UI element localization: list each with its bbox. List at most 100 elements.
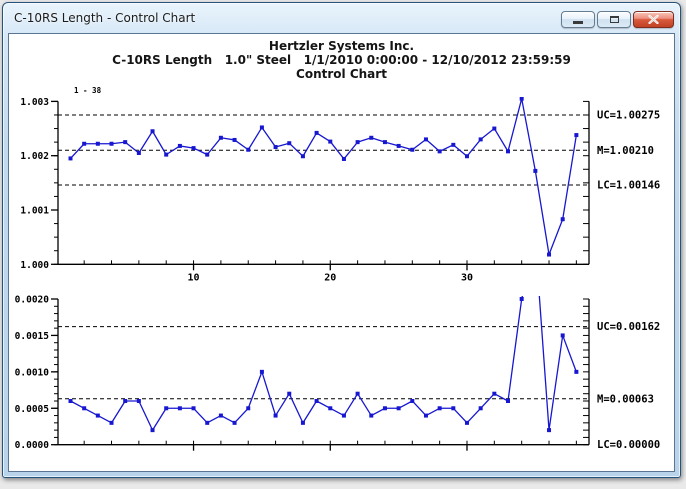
individuals-chart-point bbox=[451, 142, 456, 147]
company-name: Hertzler Systems Inc. bbox=[268, 39, 415, 53]
moving-range-chart-point bbox=[328, 406, 333, 411]
report-type: Control Chart bbox=[296, 67, 387, 81]
individuals-chart-point bbox=[464, 154, 469, 159]
moving-range-chart-point bbox=[423, 413, 428, 418]
individuals-chart-point bbox=[218, 135, 223, 140]
moving-range-chart-point bbox=[492, 391, 497, 396]
individuals-chart-point bbox=[82, 141, 87, 146]
individuals-chart-ytick-label: 1.002 bbox=[20, 151, 49, 162]
individuals-chart-axes bbox=[57, 101, 590, 265]
individuals-chart-limit-label-m: M=1.00210 bbox=[597, 145, 654, 157]
individuals-chart-point bbox=[177, 143, 182, 148]
moving-range-chart-point bbox=[177, 406, 182, 411]
moving-range-chart-series bbox=[68, 239, 579, 433]
individuals-chart-point bbox=[396, 143, 401, 148]
individuals-chart-point bbox=[300, 154, 305, 159]
moving-range-chart-point bbox=[123, 398, 128, 403]
moving-range-chart-limit-label-uc: UC=0.00162 bbox=[597, 321, 660, 333]
individuals-chart-limit-label-lc: LC=1.00146 bbox=[597, 180, 660, 192]
moving-range-chart-point bbox=[341, 413, 346, 418]
individuals-chart-point bbox=[328, 139, 333, 144]
individuals-chart-point bbox=[423, 137, 428, 142]
moving-range-chart-point bbox=[547, 428, 552, 433]
individuals-chart-xticks bbox=[83, 260, 577, 271]
individuals-chart-point bbox=[560, 217, 565, 222]
individuals-chart-point bbox=[437, 149, 442, 154]
individuals-chart-point bbox=[150, 129, 155, 134]
individuals-chart-point bbox=[519, 97, 524, 101]
moving-range-chart-point bbox=[560, 333, 565, 338]
chart-client-area: Hertzler Systems Inc. C-10RS Length 1.0"… bbox=[8, 33, 675, 472]
individuals-chart: 1.000 1.001 1.002 1.003 10 20 30 UC=1.00275 M=1.… bbox=[20, 86, 660, 283]
moving-range-chart-point bbox=[273, 413, 278, 418]
moving-range-chart-point bbox=[164, 406, 169, 411]
window-title: C-10RS Length - Control Chart bbox=[14, 11, 196, 25]
individuals-chart-yticks bbox=[51, 100, 589, 265]
chart-header: Hertzler Systems Inc. C-10RS Length 1.0"… bbox=[9, 39, 674, 81]
titlebar[interactable]: C-10RS Length - Control Chart bbox=[3, 3, 680, 33]
moving-range-chart-axes bbox=[57, 299, 590, 446]
moving-range-chart-line bbox=[70, 296, 577, 431]
moving-range-chart-point bbox=[287, 391, 292, 396]
moving-range-chart-point bbox=[68, 398, 73, 403]
individuals-chart-point bbox=[478, 137, 483, 142]
individuals-chart-point bbox=[369, 135, 374, 140]
individuals-chart-point bbox=[382, 140, 387, 145]
moving-range-chart-ytick-label: 0.0010 bbox=[15, 367, 50, 378]
moving-range-chart-point bbox=[506, 398, 511, 403]
individuals-chart-point bbox=[533, 168, 538, 173]
individuals-chart-point bbox=[355, 140, 360, 145]
minimize-icon bbox=[573, 21, 583, 24]
moving-range-chart-point bbox=[355, 391, 360, 396]
moving-range-chart-ytick-label: 0.0015 bbox=[15, 331, 50, 342]
moving-range-chart-point bbox=[232, 420, 237, 425]
individuals-chart-point bbox=[205, 152, 210, 157]
individuals-chart-point bbox=[492, 126, 497, 131]
moving-range-chart-xticks bbox=[83, 440, 577, 451]
individuals-chart-point bbox=[574, 133, 579, 138]
individuals-chart-point bbox=[164, 152, 169, 157]
moving-range-chart-point bbox=[95, 413, 100, 418]
moving-range-chart-point bbox=[246, 406, 251, 411]
moving-range-chart-point bbox=[191, 406, 196, 411]
individuals-chart-point bbox=[547, 252, 552, 257]
individuals-chart-point bbox=[191, 146, 196, 151]
individuals-chart-point bbox=[410, 147, 415, 152]
moving-range-chart-point bbox=[109, 420, 114, 425]
moving-range-chart-ytick-label: 0.0000 bbox=[15, 440, 50, 451]
individuals-chart-limit-label-uc: UC=1.00275 bbox=[597, 109, 660, 121]
moving-range-chart-point bbox=[314, 398, 319, 403]
moving-range-chart: 0.0000 0.0005 0.0010 0.0015 0.0020 UC=0.00162… bbox=[15, 239, 661, 452]
moving-range-chart-point bbox=[451, 406, 456, 411]
moving-range-chart-point bbox=[259, 369, 264, 374]
individuals-chart-ytick-label: 1.003 bbox=[20, 97, 49, 108]
individuals-chart-point bbox=[95, 141, 100, 146]
moving-range-chart-ytick-label: 0.0005 bbox=[15, 404, 50, 415]
caption-buttons bbox=[561, 11, 674, 28]
moving-range-chart-point bbox=[136, 398, 141, 403]
individuals-chart-point bbox=[341, 156, 346, 161]
individuals-chart-range-annotation: 1 - 38 bbox=[74, 86, 102, 95]
minimize-button[interactable] bbox=[561, 11, 595, 28]
moving-range-chart-point bbox=[519, 297, 524, 301]
moving-range-chart-point bbox=[478, 406, 483, 411]
individuals-chart-ytick-label: 1.000 bbox=[20, 260, 49, 271]
individuals-chart-xtick-label: 30 bbox=[461, 272, 473, 283]
app-window: C-10RS Length - Control Chart Hertzl bbox=[2, 2, 681, 478]
individuals-chart-xtick-label: 20 bbox=[324, 272, 336, 283]
close-button[interactable] bbox=[633, 11, 674, 28]
moving-range-chart-point bbox=[574, 369, 579, 374]
moving-range-chart-point bbox=[437, 406, 442, 411]
moving-range-chart-limit-label-m: M=0.00063 bbox=[597, 393, 654, 405]
individuals-chart-point bbox=[109, 141, 114, 146]
moving-range-chart-ytick-label: 0.0020 bbox=[15, 295, 50, 306]
control-charts-canvas: 1.000 1.001 1.002 1.003 10 20 30 UC=1.00275 M=1.… bbox=[15, 86, 661, 452]
maximize-button[interactable] bbox=[597, 11, 631, 28]
individuals-chart-point bbox=[314, 130, 319, 135]
individuals-chart-point bbox=[287, 141, 292, 146]
individuals-chart-xtick-label: 10 bbox=[188, 272, 200, 283]
individuals-chart-point bbox=[232, 137, 237, 142]
moving-range-chart-point bbox=[396, 406, 401, 411]
moving-range-chart-point bbox=[533, 239, 537, 243]
